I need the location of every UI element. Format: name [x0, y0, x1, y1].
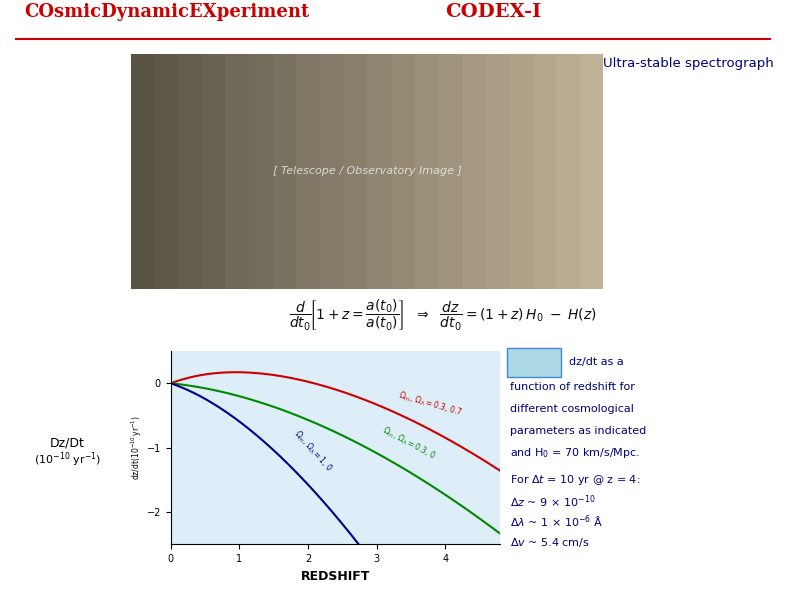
Bar — [320, 54, 344, 289]
Bar — [296, 54, 320, 289]
Bar — [344, 54, 367, 289]
Text: Ultra-stable spectrograph: Ultra-stable spectrograph — [603, 57, 774, 70]
Bar — [557, 54, 580, 289]
Bar — [131, 54, 155, 289]
Text: parameters as indicated: parameters as indicated — [510, 426, 646, 436]
Text: For $\Delta t$ = 10 yr @ z = 4:: For $\Delta t$ = 10 yr @ z = 4: — [510, 472, 640, 487]
Bar — [202, 54, 225, 289]
Text: (10$^{-10}$ yr$^{-1}$): (10$^{-10}$ yr$^{-1}$) — [34, 450, 101, 469]
Bar — [179, 54, 202, 289]
Y-axis label: dz/dt$(10^{-10}\,\mathrm{yr}^{-1})$: dz/dt$(10^{-10}\,\mathrm{yr}^{-1})$ — [129, 415, 144, 480]
Bar — [485, 54, 509, 289]
Bar — [533, 54, 557, 289]
Text: different cosmological: different cosmological — [510, 404, 634, 414]
Bar — [155, 54, 178, 289]
Text: $\Delta\lambda$ ~ 1 $\times$ 10$^{-6}$ Å: $\Delta\lambda$ ~ 1 $\times$ 10$^{-6}$ Å — [510, 514, 603, 530]
Bar — [509, 54, 533, 289]
Text: function of redshift for: function of redshift for — [510, 381, 634, 392]
Bar — [391, 54, 414, 289]
Text: [ Telescope / Observatory Image ]: [ Telescope / Observatory Image ] — [273, 166, 461, 176]
Bar — [580, 54, 603, 289]
Bar — [249, 54, 273, 289]
Text: COsmicDynamicEXperiment: COsmicDynamicEXperiment — [24, 4, 309, 21]
Text: $\dfrac{d}{dt_0}\!\left[1+z = \dfrac{a(t_0)}{a(t_0)}\right]$  $\Rightarrow$  $\d: $\dfrac{d}{dt_0}\!\left[1+z = \dfrac{a(t… — [289, 298, 596, 333]
Bar — [462, 54, 485, 289]
Text: $\Delta z$ ~ 9 $\times$ 10$^{-10}$: $\Delta z$ ~ 9 $\times$ 10$^{-10}$ — [510, 494, 595, 511]
Bar — [273, 54, 296, 289]
Bar — [438, 54, 462, 289]
X-axis label: REDSHIFT: REDSHIFT — [301, 569, 370, 583]
FancyBboxPatch shape — [507, 348, 561, 377]
Bar — [225, 54, 249, 289]
Text: dz/dt as a: dz/dt as a — [569, 358, 624, 367]
Text: CODEX-I: CODEX-I — [445, 4, 541, 21]
Text: Dz/Dt: Dz/Dt — [50, 437, 85, 450]
Bar — [367, 54, 391, 289]
Text: $\Omega_m,\,\Omega_\Lambda = 0.3,\,0$: $\Omega_m,\,\Omega_\Lambda = 0.3,\,0$ — [380, 424, 438, 463]
Text: $\Omega_m,\,\Omega_\Lambda = 1,\,0$: $\Omega_m,\,\Omega_\Lambda = 1,\,0$ — [291, 428, 335, 475]
Text: $\Delta v$ ~ 5.4 cm/s: $\Delta v$ ~ 5.4 cm/s — [510, 536, 589, 549]
Text: and H$_0$ = 70 km/s/Mpc.: and H$_0$ = 70 km/s/Mpc. — [510, 446, 640, 461]
Bar — [414, 54, 438, 289]
Text: $\Omega_m,\,\Omega_\Lambda = 0.3,\,0.7$: $\Omega_m,\,\Omega_\Lambda = 0.3,\,0.7$ — [397, 390, 464, 419]
